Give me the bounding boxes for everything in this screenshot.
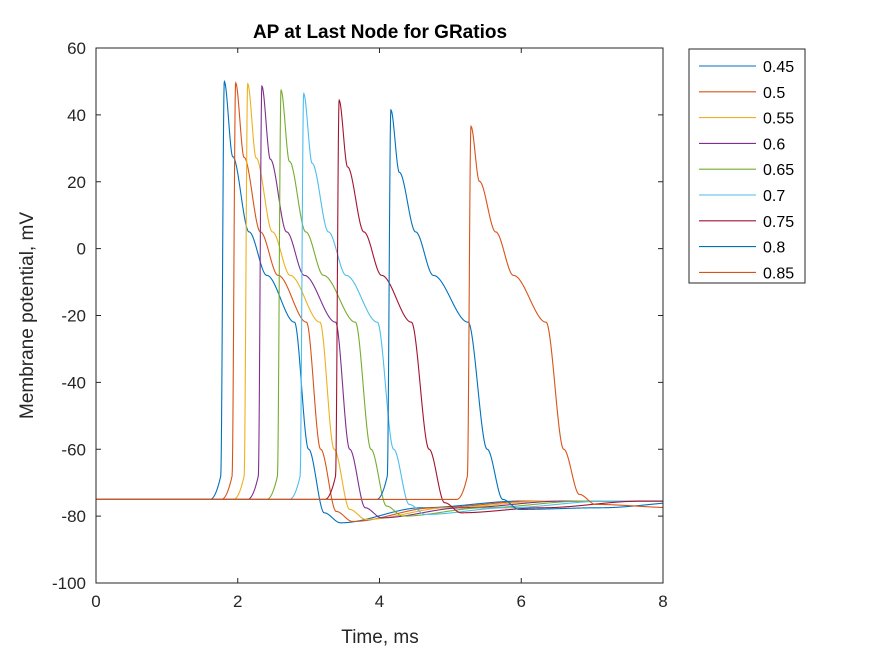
x-tick-label-4: 8 bbox=[658, 592, 667, 611]
legend-entries: 0.45 0.5 0.55 0.6 0.65 0.7 0.75 0.8 0.85 bbox=[699, 59, 794, 282]
y-tick-label-3: -40 bbox=[61, 373, 86, 392]
ticks bbox=[95, 47, 664, 584]
legend-label-0.75: 0.75 bbox=[763, 214, 794, 231]
y-tick-label-4: -20 bbox=[61, 307, 86, 326]
x-tick-label-3: 6 bbox=[517, 592, 526, 611]
plot-area: 0 2 4 6 8 -100 -80 -60 -40 -20 0 20 40 60 bbox=[52, 39, 668, 611]
legend-label-0.6: 0.6 bbox=[763, 136, 785, 153]
y-tick-label-7: 40 bbox=[67, 106, 86, 125]
y-tick-label-8: 60 bbox=[67, 39, 86, 58]
legend: 0.45 0.5 0.55 0.6 0.65 0.7 0.75 0.8 0.85 bbox=[688, 48, 806, 284]
legend-label-0.7: 0.7 bbox=[763, 188, 785, 205]
y-tick-label-0: -100 bbox=[52, 574, 86, 593]
chart-title: AP at Last Node for GRatios bbox=[253, 22, 507, 43]
legend-label-0.85: 0.85 bbox=[763, 265, 794, 282]
x-tick-label-1: 2 bbox=[233, 592, 242, 611]
legend-label-0.55: 0.55 bbox=[763, 111, 794, 128]
legend-label-0.45: 0.45 bbox=[763, 59, 794, 76]
y-tick-label-5: 0 bbox=[77, 240, 86, 259]
x-axis-label: Time, ms bbox=[341, 627, 418, 648]
y-tick-label-1: -80 bbox=[61, 507, 86, 526]
x-tick-label-0: 0 bbox=[91, 592, 100, 611]
y-axis-label: Membrane potential, mV bbox=[17, 212, 38, 419]
legend-label-0.8: 0.8 bbox=[763, 240, 785, 257]
y-tick-label-2: -60 bbox=[61, 440, 86, 459]
x-tick-label-2: 4 bbox=[375, 592, 384, 611]
legend-label-0.65: 0.65 bbox=[763, 162, 794, 179]
tick-labels: 0 2 4 6 8 -100 -80 -60 -40 -20 0 20 40 60 bbox=[52, 39, 668, 611]
axes-box bbox=[96, 48, 663, 583]
y-tick-label-6: 20 bbox=[67, 173, 86, 192]
series-line-0.85 bbox=[96, 124, 664, 509]
legend-label-0.5: 0.5 bbox=[763, 85, 785, 102]
traces bbox=[96, 79, 664, 524]
legend-box bbox=[688, 48, 806, 284]
